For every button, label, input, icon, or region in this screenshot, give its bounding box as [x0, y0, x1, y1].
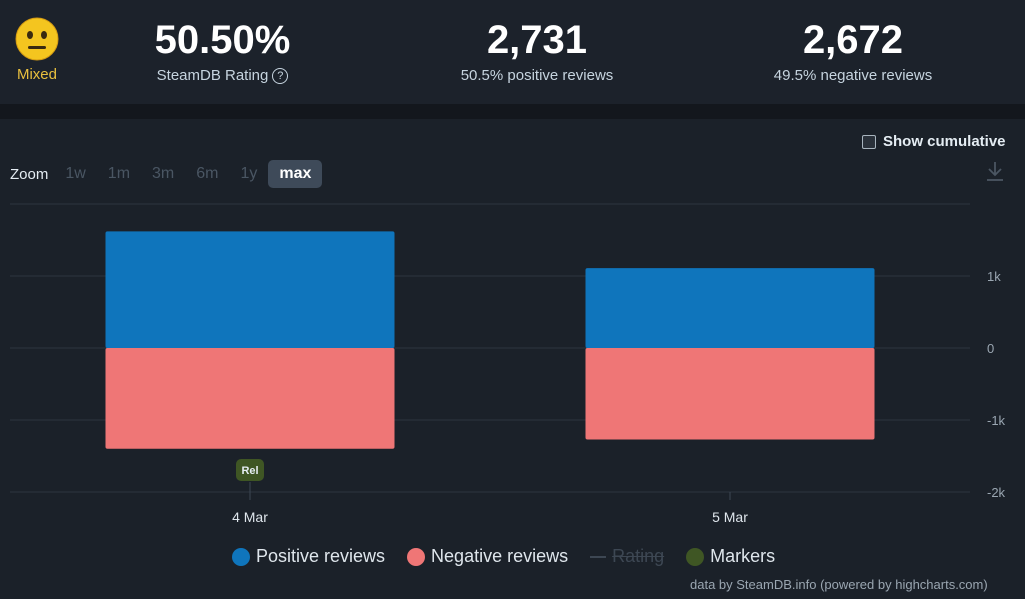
section-divider [0, 104, 1025, 119]
negative-bar [585, 348, 875, 440]
zoom-label: Zoom [10, 165, 49, 183]
y-tick-label: 1k [987, 269, 1001, 284]
rating-legend-dash [590, 555, 607, 558]
stats-header: Mixed 50.50% SteamDB Rating? 2,731 50.5%… [0, 0, 1025, 104]
positive-bar [105, 231, 395, 348]
rating-sub: SteamDB Rating [156, 67, 269, 84]
positive-bar [585, 268, 875, 348]
zoom-3m-button[interactable]: 3m [152, 165, 175, 182]
positive-stat: 2,731 50.5% positive reviews [437, 18, 637, 84]
legend-item-rating[interactable]: Rating [590, 546, 664, 567]
legend-rating-label: Rating [612, 546, 665, 566]
positive-sub: 50.5% positive reviews [460, 67, 614, 84]
positive-count: 2,731 [486, 18, 588, 62]
legend-positive-label: Positive reviews [256, 546, 386, 566]
zoom-1m-button[interactable]: 1m [107, 165, 131, 182]
show-cumulative-label: Show cumulative [883, 133, 1006, 150]
marker-badge [236, 459, 264, 481]
marker-label: Rel [241, 465, 258, 477]
chart-credit[interactable]: data by SteamDB.info (powered by highcha… [690, 577, 988, 592]
zoom-controls: Zoom 1w 1m 3m 6m 1y max [10, 158, 323, 190]
x-tick-label: 4 Mar [232, 509, 268, 525]
positive-legend-dot [232, 547, 250, 566]
markers-legend-dot [686, 547, 705, 566]
zoom-1w-button[interactable]: 1w [65, 165, 86, 182]
y-tick-label: 0 [987, 341, 994, 356]
negative-bar [105, 348, 395, 449]
chart-legend: Positive reviews Negative reviews Rating… [232, 546, 797, 567]
help-icon[interactable]: ? [272, 68, 289, 85]
zoom-1y-button[interactable]: 1y [240, 165, 258, 182]
rating-label: Mixed [16, 66, 57, 83]
zoom-6m-button[interactable]: 6m [196, 165, 219, 182]
show-cumulative-checkbox[interactable]: Show cumulative [862, 133, 1006, 150]
legend-item-negative[interactable]: Negative reviews [407, 546, 568, 567]
negative-sub: 49.5% negative reviews [773, 67, 933, 84]
legend-markers-label: Markers [710, 546, 776, 566]
checkbox-icon[interactable] [862, 134, 876, 149]
y-tick-label: -2k [987, 485, 1006, 500]
negative-legend-dot [407, 547, 426, 566]
x-tick-label: 5 Mar [712, 509, 748, 525]
legend-negative-label: Negative reviews [431, 546, 569, 566]
legend-item-positive[interactable]: Positive reviews [232, 546, 385, 567]
negative-stat: 2,672 49.5% negative reviews [753, 18, 953, 84]
rating-value: 50.50% [154, 18, 291, 62]
rating-stat: 50.50% SteamDB Rating? [140, 18, 305, 85]
negative-count: 2,672 [802, 18, 904, 62]
y-tick-label: -1k [987, 413, 1006, 428]
neutral-face-icon [15, 17, 59, 61]
legend-item-markers[interactable]: Markers [686, 546, 775, 567]
download-icon[interactable] [985, 160, 1005, 182]
zoom-max-button[interactable]: max [268, 160, 323, 188]
